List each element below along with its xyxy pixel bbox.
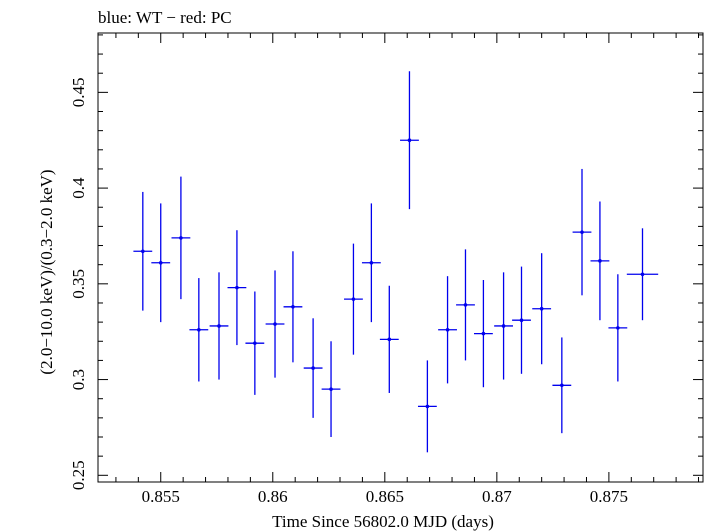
data-point [227,230,247,346]
point-marker [598,259,602,263]
point-marker [640,272,645,277]
data-point [189,278,209,382]
point-marker [580,230,584,234]
data-point [245,291,265,395]
point-marker [329,387,333,391]
point-marker [425,404,430,409]
point-marker [158,260,163,265]
data-point [626,228,659,321]
data-point [456,249,475,361]
data-point [512,266,531,374]
point-marker [253,341,257,345]
y-tick-label: 0.45 [69,77,88,107]
point-marker [501,324,506,328]
data-point [265,270,285,378]
point-marker [481,331,486,336]
data-point [590,201,610,321]
point-marker [560,383,564,388]
data-point [608,274,628,382]
point-marker [141,249,145,254]
point-marker [445,327,450,332]
data-point [532,253,552,365]
x-tick-label: 0.865 [366,487,404,506]
data-point [283,251,303,363]
data-point [321,341,341,438]
point-marker [291,305,295,309]
data-point [552,337,572,434]
data-point [171,176,191,300]
point-marker [387,337,392,342]
x-tick-label: 0.875 [590,487,628,506]
x-tick-label: 0.87 [482,487,512,506]
y-tick-label: 0.3 [69,369,88,390]
point-marker [519,318,524,323]
y-axis-label: (2.0−10.0 keV)/(0.3−2.0 keV) [37,169,56,374]
y-tick-label: 0.25 [69,460,88,490]
data-point [379,285,399,393]
data-point [209,272,229,380]
data-point [494,272,513,380]
point-marker [351,297,356,301]
data-point [417,360,437,453]
point-marker [273,322,277,326]
x-tick-label: 0.855 [142,487,180,506]
data-point [133,191,153,311]
plot-area [97,32,704,483]
data-point [151,203,171,323]
data-point [344,243,363,355]
data-point [473,279,493,388]
point-marker [197,327,201,332]
data-point [303,318,323,418]
point-marker [235,285,239,290]
point-marker [463,303,468,307]
data-point [400,71,419,210]
data-points [133,71,659,453]
y-tick-label: 0.35 [69,269,88,299]
y-axis-ticks: 0.25 0.3 0.35 0.4 0.45 [69,34,703,490]
x-axis-ticks: 0.855 0.86 0.865 0.87 0.875 [115,33,700,506]
point-marker [179,236,183,240]
data-point [361,203,381,323]
x-tick-label: 0.86 [258,487,288,506]
data-point [438,276,457,384]
data-point [572,168,592,296]
point-marker [369,260,374,265]
point-marker [616,326,620,330]
point-marker [311,366,315,370]
y-tick-label: 0.4 [69,177,88,199]
chart-title: blue: WT − red: PC [98,8,232,27]
x-axis-label: Time Since 56802.0 MJD (days) [272,512,494,531]
point-marker [217,324,221,328]
point-marker [539,306,544,311]
point-marker [407,138,412,143]
plot-frame [97,32,704,483]
